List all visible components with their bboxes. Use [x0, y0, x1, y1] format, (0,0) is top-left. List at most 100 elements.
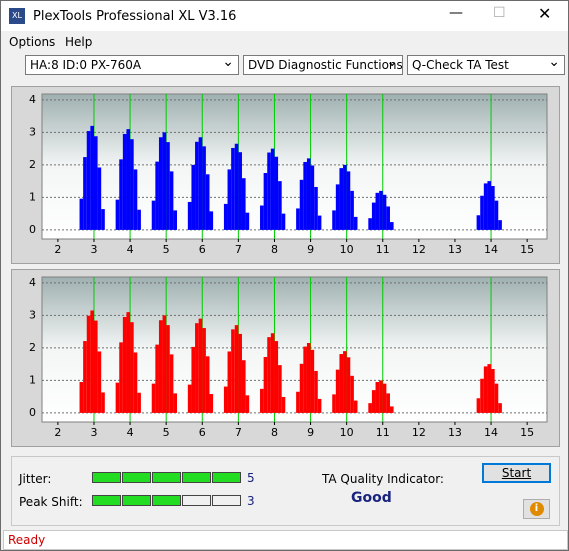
x-tick-label: 15 [520, 426, 534, 439]
x-tick-label: 12 [412, 426, 426, 439]
histogram-bar [278, 181, 282, 230]
histogram-bar [133, 169, 138, 230]
x-tick-label: 14 [484, 243, 498, 256]
histogram-bar [122, 316, 127, 413]
x-tick-label: 8 [271, 243, 278, 256]
histogram-bar [274, 341, 279, 413]
histogram-bar [198, 318, 203, 413]
x-tick-label: 13 [448, 243, 462, 256]
meter-segment [122, 495, 151, 506]
histogram-bar [122, 133, 127, 230]
maximize-button[interactable]: ☐ [493, 5, 506, 21]
ta-indicator-value: Good [351, 490, 392, 506]
histogram-bar [155, 344, 159, 413]
function-select[interactable]: DVD Diagnostic Functions [243, 55, 403, 75]
meter-segment [92, 472, 121, 483]
histogram-bar [379, 380, 383, 413]
y-tick-label: 4 [29, 276, 36, 289]
meter-segment [152, 495, 181, 506]
menu-help[interactable]: Help [65, 35, 93, 49]
histogram-bar [93, 136, 98, 230]
x-tick-label: 12 [412, 243, 426, 256]
histogram-bar [115, 199, 120, 230]
app-icon: XL [9, 8, 25, 24]
histogram-bar [187, 384, 192, 413]
x-tick-label: 14 [484, 426, 498, 439]
chart-panel: 0 1 2 3 4 2 3 4 5 6 7 8 9 10 11 12 13 14 15 [11, 269, 560, 447]
x-tick-label: 9 [307, 243, 314, 256]
histogram-bar [278, 365, 282, 413]
histogram-bar [379, 190, 383, 230]
x-tick-label: 13 [448, 426, 462, 439]
histogram-bar [137, 209, 141, 230]
y-tick-label: 3 [29, 125, 36, 138]
histogram-bar [346, 357, 351, 413]
x-tick-label: 3 [90, 243, 97, 256]
histogram-bar [476, 215, 481, 230]
histogram-bar [93, 320, 98, 413]
histogram-bar [339, 168, 344, 230]
histogram-bar [101, 392, 105, 413]
y-tick-label: 1 [29, 190, 36, 203]
test-select[interactable]: Q-Check TA Test [407, 55, 565, 75]
histogram-bar [389, 222, 394, 230]
histogram-bar [487, 181, 492, 230]
histogram-bar [227, 351, 232, 413]
drive-select[interactable]: HA:8 ID:0 PX-760A [25, 55, 239, 75]
jitter-value: 5 [247, 471, 255, 485]
histogram-bar [303, 161, 307, 230]
histogram-bar [97, 167, 102, 230]
x-tick-label: 15 [520, 243, 534, 256]
histogram-bar [195, 141, 199, 230]
start-button[interactable]: Start [482, 463, 551, 483]
histogram-bar [487, 364, 492, 413]
close-button[interactable]: ✕ [538, 4, 552, 23]
histogram-bar [483, 366, 488, 413]
histogram-bar [133, 352, 138, 413]
y-tick-label: 4 [29, 93, 36, 106]
y-tick-label: 3 [29, 308, 36, 321]
histogram-bar [223, 203, 228, 230]
histogram-bar [238, 333, 242, 413]
histogram-bar [314, 370, 318, 413]
peak-shift-label: Peak Shift: [19, 495, 83, 509]
histogram-bar [263, 356, 268, 413]
menu-options[interactable]: Options [9, 35, 56, 49]
histogram-bar [90, 125, 94, 230]
x-tick-label: 8 [271, 426, 278, 439]
histogram-bar [368, 218, 372, 230]
histogram-bar [480, 195, 484, 230]
histogram-bar [260, 388, 264, 413]
histogram-bar [491, 186, 495, 230]
histogram-bar [299, 179, 304, 230]
minimize-button[interactable]: — [449, 5, 463, 21]
meter-segment [92, 495, 121, 506]
histogram-bar [263, 173, 268, 230]
info-button[interactable]: i [523, 499, 550, 519]
histogram-bar [306, 342, 311, 413]
histogram-bar [339, 354, 344, 413]
histogram-bar [83, 157, 87, 230]
x-tick-label: 7 [235, 243, 242, 256]
histogram-bar [303, 346, 307, 413]
histogram-bar [86, 315, 91, 413]
quality-panel: Jitter: 5 Peak Shift: 3 TA Quality Indic… [11, 456, 560, 526]
histogram-bar [296, 208, 300, 230]
histogram-bar [205, 174, 210, 230]
histogram-bar [151, 200, 156, 230]
x-tick-label: 10 [340, 243, 354, 256]
histogram-bar [270, 148, 275, 230]
histogram-bar [267, 152, 271, 230]
x-tick-label: 11 [376, 426, 390, 439]
histogram-bar [202, 328, 206, 413]
meter-segment [182, 472, 211, 483]
histogram-bar [209, 394, 214, 413]
histogram-bar [343, 351, 347, 413]
x-tick-label: 11 [376, 243, 390, 256]
chart-panel: 0 1 2 3 4 2 3 4 5 6 7 8 9 10 11 12 13 14 15 [11, 86, 560, 264]
histogram-bar [223, 386, 228, 413]
histogram-bar [231, 329, 235, 413]
histogram-bar [169, 171, 174, 230]
